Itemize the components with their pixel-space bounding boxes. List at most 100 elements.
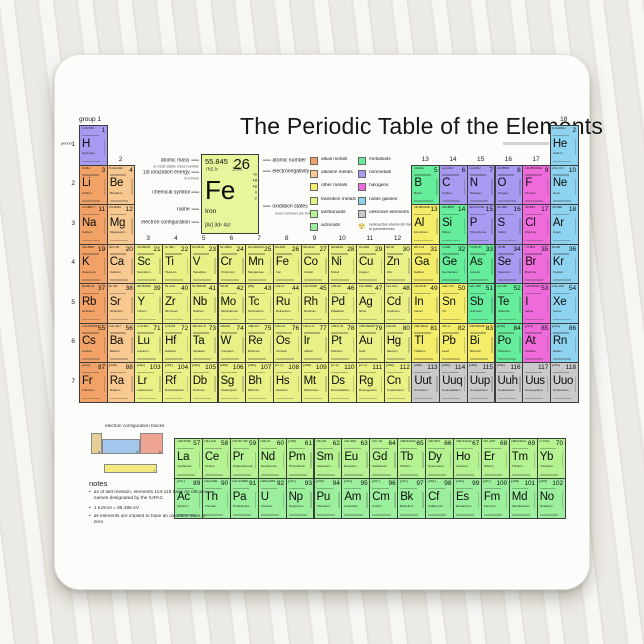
legend-swatch <box>310 209 318 218</box>
element-b: 10.811 5 B Boron <box>411 164 441 205</box>
element-at: (210) 85 At Astatine <box>522 322 551 363</box>
key-ionization-value: 762.5 <box>205 167 218 173</box>
element-ir: 192.217 77 Ir Iridium <box>300 322 330 363</box>
element-ce: 140.116 58 Ce Cerium <box>201 438 231 479</box>
legend-label: transition metals <box>321 196 356 202</box>
mousepad: The Periodic Table of the Elements atomi… <box>54 54 604 590</box>
note-item: 1 kJ/mol = 96.485 eV <box>89 506 206 511</box>
key-mass-value: 55.845 <box>205 157 228 166</box>
key-symbol-value: Fe <box>205 175 236 205</box>
key-config-value: [Ar] 3d⁶ 4s² <box>205 223 231 229</box>
group-label-8: 8 <box>284 234 289 242</box>
element-hf: 178.49 72 Hf Hafnium <box>162 322 191 363</box>
element-cm: (247) 96 Cm Curium <box>369 478 399 519</box>
element-ga: 69.723 31 Ga Gallium <box>411 243 441 284</box>
legend-swatch <box>310 170 318 179</box>
key-oxidation-states: +6 +3 +2 0 -2 <box>252 173 257 201</box>
legend-swatch <box>310 183 318 192</box>
period-label-2: 2 <box>71 180 75 188</box>
element-nd: 144.24 60 Nd Neodymium <box>257 438 287 479</box>
legend-label: metalloids <box>369 157 391 162</box>
element-bk: (247) 97 Bk Berkelium <box>397 478 427 519</box>
group-label-10: 10 <box>338 234 346 242</box>
element-bi: 208.98038 83 Bi Bismuth <box>466 322 496 363</box>
element-uuo: (294) 118 Uuo Ununoctium <box>549 362 579 403</box>
element-lr: (262) 103 Lr Lawrencium <box>134 362 164 403</box>
element-hs: (277) 108 Hs Hassium <box>272 362 302 403</box>
f-block-label: f <box>153 469 155 473</box>
element-ne: 20.1797 10 Ne Neon <box>549 164 579 205</box>
legend-label: actinoids <box>321 223 340 228</box>
group-label-15: 15 <box>477 155 485 163</box>
group-label-4: 4 <box>174 234 178 242</box>
legend-swatch <box>358 157 366 165</box>
note-item: all elements are implied to have an oxid… <box>89 514 206 525</box>
element-uuq: (289) 114 Uuq Ununquadium <box>439 362 468 403</box>
radioactive-note-text: radioactive elements have mass in parent… <box>369 223 425 232</box>
element-be: 9.012182 4 Be Beryllium <box>106 164 136 205</box>
legend-label: alkaline metals <box>321 170 353 175</box>
legend-swatch <box>358 209 366 218</box>
period-label-4: 4 <box>71 259 75 267</box>
key-element-box: 55.845 26 762.5 1.83 Fe Iron [Ar] 3d⁶ 4s… <box>201 154 259 234</box>
element-p: 30.973761 15 P Phosphorus <box>466 204 496 245</box>
element-ar: 39.948 18 Ar Argon <box>549 204 579 245</box>
element-pt: 195.078 78 Pt Platinum <box>328 322 357 363</box>
page-title: The Periodic Table of the Elements <box>240 113 604 139</box>
key-label-name: name <box>177 207 199 212</box>
period-label-3: 3 <box>71 219 75 227</box>
d-block-swatch: d <box>102 439 140 454</box>
group-label-12: 12 <box>393 234 402 242</box>
element-he: 4.002602 2 He Helium <box>549 125 579 166</box>
element-cf: (251) 98 Cf Californium <box>425 478 454 519</box>
element-c: 12.0107 6 C Carbon <box>439 164 468 205</box>
d-block-label: d <box>135 450 138 454</box>
key-name-value: Iron <box>205 208 217 215</box>
p-block-label: p <box>158 450 161 454</box>
element-au: 196.96655 79 Au Gold <box>356 322 385 363</box>
group-label-11: 11 <box>366 234 374 242</box>
note-item: as of last revision, elements 113-118 ha… <box>89 490 206 501</box>
s-block-label: s <box>98 450 100 454</box>
element-n: 14.0067 7 N Nitrogen <box>466 164 496 205</box>
element-h: 1.00794 1 H Hydrogen <box>79 125 108 166</box>
key-label-electron-configuration: electron configuration <box>141 220 199 225</box>
element-mt: (268) 109 Mt Meitnerium <box>300 362 330 403</box>
legend-swatch <box>358 196 366 205</box>
period-label-5: 5 <box>71 298 75 306</box>
element-ti: 47.867 22 Ti Titanium <box>162 243 191 284</box>
group-label-9: 9 <box>312 234 317 242</box>
element-cu: 63.546 29 Cu Copper <box>356 243 385 284</box>
element-bh: (264) 107 Bh Bohrium <box>245 362 274 403</box>
key-label-atomic-number: atomic number <box>263 158 306 163</box>
periodic-table-main: 1.00794 1 H Hydrogen 4.002602 2 He Helium 6.941 3… <box>61 116 581 405</box>
group-label-5: 5 <box>201 234 206 242</box>
group-label-13: 13 <box>421 155 429 163</box>
element-rf: (261) 104 Rf Rutherfordium <box>162 362 191 403</box>
legend-label: halogens <box>369 183 389 189</box>
element-v: 50.9415 23 V Vanadium <box>189 243 219 284</box>
element-ho: 164.93032 67 Ho Holmium <box>453 438 482 479</box>
element-o: 15.9994 8 O Oxygen <box>494 164 524 205</box>
legend-swatch <box>358 170 366 179</box>
key-electronegativity-value: 1.83 <box>232 167 242 173</box>
element-ca: 40.078 20 Ca Calcium <box>106 243 136 284</box>
legend-swatch <box>358 183 366 192</box>
element-i: 126.90447 53 I Iodine <box>522 283 551 324</box>
element-w: 183.84 74 W Tungsten <box>217 322 247 363</box>
s-block-swatch: s <box>91 433 102 454</box>
element-pd: 106.42 46 Pd Palladium <box>328 283 357 324</box>
element-sg: (266) 106 Sg Seaborgium <box>217 362 247 403</box>
period-label-6: 6 <box>71 338 75 346</box>
element-lu: 174.967 71 Lu Lutetium <box>134 322 164 363</box>
legend-label: lanthanoids <box>321 209 346 215</box>
element-si: 28.0855 14 Si Silicon <box>439 204 468 245</box>
key-label-oxidation-states: oxidation states <box>263 204 307 209</box>
element-te: 127.60 52 Te Tellurium <box>494 283 524 324</box>
legend-label: noble gasses <box>369 196 398 202</box>
element-ge: 72.64 32 Ge Germanium <box>439 243 468 284</box>
group-label-18: 18 <box>560 116 568 123</box>
legend-label: other metals <box>321 183 348 189</box>
group-label-17: 17 <box>532 155 540 163</box>
element-md: (258) 101 Md Mendelevium <box>508 478 538 519</box>
